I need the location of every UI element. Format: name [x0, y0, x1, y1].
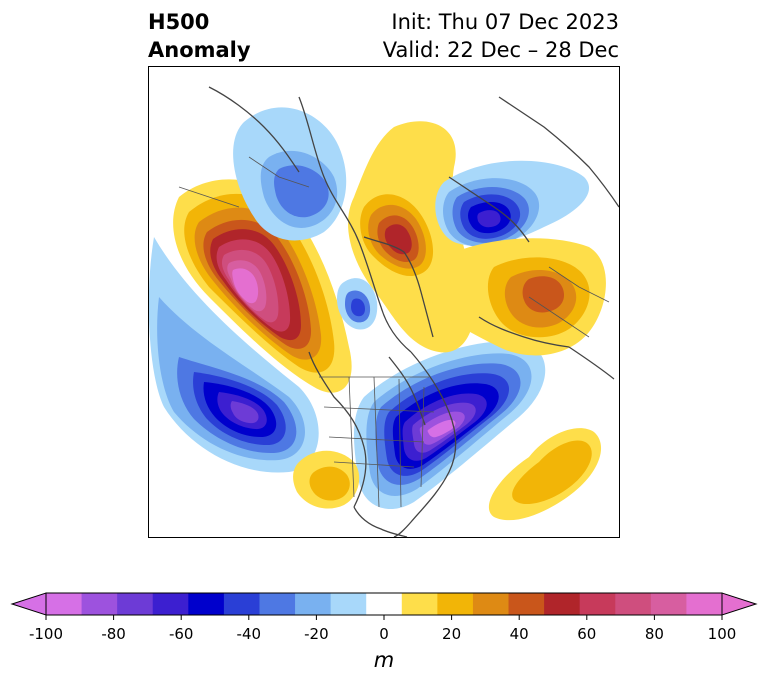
siberia-trough	[233, 107, 347, 241]
date-info: Init: Thu 07 Dec 2023 Valid: 22 Dec – 28…	[383, 8, 619, 64]
central-pacific-trough	[149, 237, 319, 473]
colorbar-tick-label: 60	[577, 625, 597, 643]
title-line-1: H500	[148, 10, 210, 34]
colorbar-segment	[366, 593, 403, 615]
colorbar-over-arrow	[721, 592, 758, 616]
colorbar-tick-label: 80	[644, 625, 664, 643]
colorbar-segment	[579, 593, 616, 615]
atlantic-ridge	[488, 428, 602, 521]
colorbar-segment	[81, 593, 118, 615]
colorbar-unit-label: m	[373, 648, 395, 672]
colorbar-tick-label: 20	[442, 625, 462, 643]
colorbar-segment	[330, 593, 367, 615]
baffin-trough	[435, 160, 590, 248]
greenland-ridge	[425, 238, 606, 356]
colorbar-tick-label: -100	[28, 625, 64, 643]
colorbar-segment	[295, 593, 332, 615]
colorbar-tick-label: 0	[379, 625, 389, 643]
anomaly-map	[149, 86, 619, 537]
colorbar-segment	[46, 593, 83, 615]
eastern-us-trough	[354, 341, 546, 510]
colorbar-segment	[188, 593, 225, 615]
title-line-2: Anomaly	[148, 38, 251, 62]
coastlines	[208, 86, 619, 537]
colorbar-tick-label: 40	[509, 625, 529, 643]
map-panel	[148, 66, 620, 538]
colorbar-segment	[615, 593, 652, 615]
colorbar-segment	[401, 593, 438, 615]
colorbar-segment	[472, 593, 510, 615]
colorbar-tick-label: 100	[707, 625, 737, 643]
colorbar-segment	[686, 593, 723, 615]
colorbar-tick-label: -60	[168, 625, 194, 643]
colorbar-tick-label: -80	[101, 625, 126, 643]
mexico-ridge	[293, 450, 360, 509]
colorbar-segment	[223, 593, 260, 615]
colorbar-segment	[544, 593, 581, 615]
colorbar-tick-label: -20	[304, 625, 329, 643]
colorbar-segment	[508, 593, 545, 615]
colorbar-segment	[650, 593, 687, 615]
colorbar-tick-label: -40	[236, 625, 262, 643]
alaska-trough	[337, 278, 378, 330]
colorbar-segment	[117, 593, 154, 615]
colorbar-segment	[152, 593, 189, 615]
init-date: Init: Thu 07 Dec 2023	[391, 10, 619, 34]
chart-title: H500 Anomaly	[148, 8, 251, 64]
state-borders	[178, 156, 610, 508]
colorbar-under-arrow	[10, 592, 47, 616]
colorbar	[10, 592, 758, 620]
valid-range: Valid: 22 Dec – 28 Dec	[382, 38, 619, 62]
colorbar-segment	[259, 593, 296, 615]
colorbar-segment	[437, 593, 474, 615]
